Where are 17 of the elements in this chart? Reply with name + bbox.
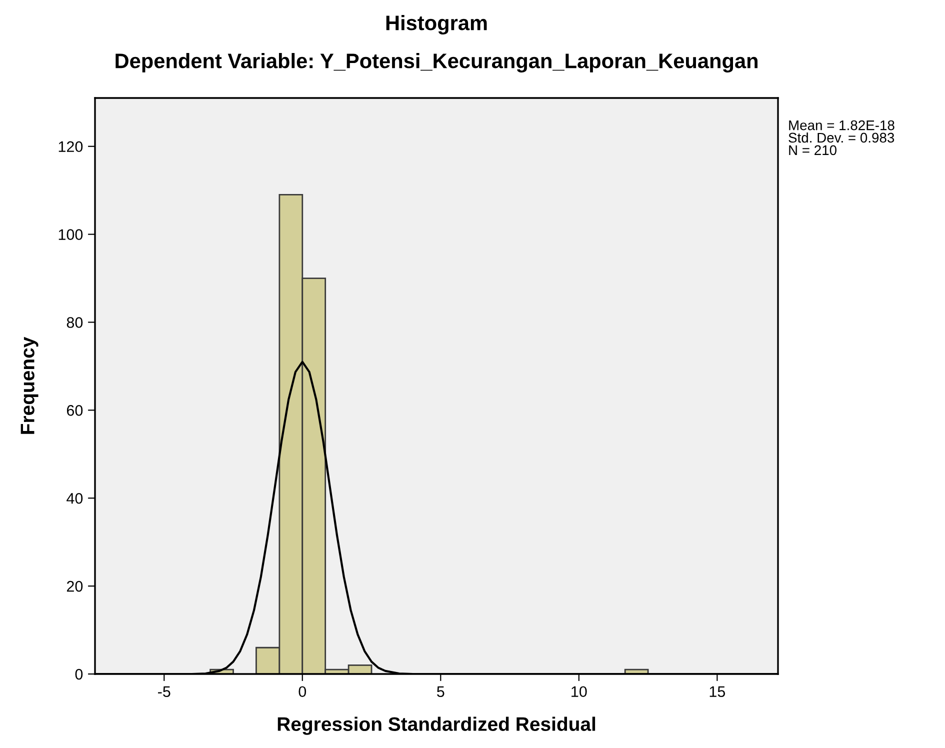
y-axis-title: Frequency [20, 336, 38, 434]
y-tick-label: 60 [66, 405, 83, 416]
y-tick-label: 100 [58, 229, 83, 240]
x-tick-label: 10 [572, 686, 587, 698]
chart-title: Histogram [386, 15, 487, 35]
y-tick-label: 80 [66, 317, 83, 328]
x-tick-label: 15 [710, 686, 726, 698]
y-tick-label: 20 [66, 580, 83, 592]
text: Mean = 1.82E-18 Std. Dev. = 0.983 N = 210 [788, 120, 894, 156]
x-axis-title: Regression Standardized Residual [278, 716, 596, 735]
x-tick-label: 5 [437, 686, 444, 698]
y-tick-label: 120 [58, 141, 83, 152]
x-tick-label: 0 [298, 686, 306, 698]
chart-subtitle: Dependent Variable: Y_Potensi_Kecurangan_Laporan_Keuangan [116, 53, 758, 73]
y-tick-label: 40 [66, 492, 83, 504]
y-tick-label: 0 [75, 668, 83, 680]
x-tick-label: -5 [158, 686, 170, 698]
